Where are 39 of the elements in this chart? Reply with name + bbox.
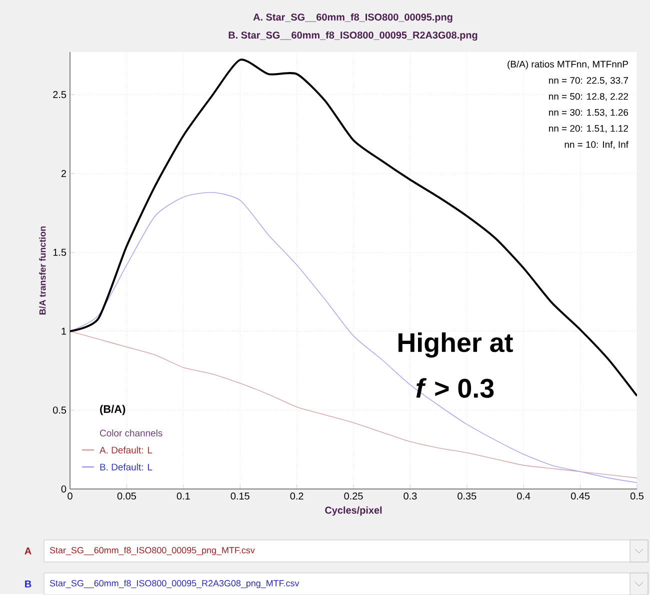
text: Star_SG__60mm_f8_ISO800_00095_R2A3G08_png_MTF.csv [50,580,300,588]
annotation: Higher at [398,332,513,358]
chart-title: A. Star_SG__60mm_f8_ISO800_00095.png [253,13,452,23]
x-tick-label: 0.3 [404,492,417,500]
x-axis-title: Cycles/pixel [325,506,382,516]
y-tick-label: 0 [61,485,66,492]
y-tick-label: 0.5 [53,406,66,414]
text: Star_SG__60mm_f8_ISO800_00095_png_MTF.csv [50,546,255,556]
x-tick-label: 0 [68,492,72,500]
legend-title: Color channels [100,429,162,436]
annotation: f > 0.3 [416,378,494,398]
text: (B/A) [100,404,126,415]
x-tick-label: 0.15 [230,492,250,500]
x-tick-label: 0.35 [458,492,476,500]
y-tick-label: 2 [61,170,66,177]
x-tick-label: 0.1 [176,492,190,500]
y-tick-label: 1.5 [53,248,66,256]
text: A [24,547,32,554]
line-series [70,330,638,478]
y-axis-title: B/A transfer function [39,226,46,314]
annotation: nn = 10: Inf, Inf [564,140,628,149]
annotation: nn = 20: 1.51, 1.12 [549,124,628,133]
chart-subtitle: B. Star_SG__60mm_f8_ISO800_00095_R2A3G08.png [228,31,478,41]
x-tick-label: 0.45 [571,492,590,500]
annotation: nn = 30: 1.53, 1.26 [549,108,628,117]
annotation: nn = 50: 12.8, 2.22 [549,92,628,101]
y-tick-label: 1 [62,328,66,335]
x-tick-label: 0.5 [630,492,644,500]
annotation: nn = 70: 22.5, 33.7 [549,76,628,85]
x-tick-label: 0.2 [290,492,304,500]
annotation: (B/A) ratios MTFnn, MTFnnP [508,60,628,70]
x-tick-label: 0.25 [344,492,363,500]
y-tick-label: 2.5 [53,90,66,98]
legend-label: A. Default: L [100,446,152,454]
line-series [70,58,638,397]
x-tick-label: 0.05 [117,492,136,500]
text: B [25,580,32,588]
legend-label: B. Default: L [100,463,152,470]
x-tick-label: 0.4 [517,492,530,500]
